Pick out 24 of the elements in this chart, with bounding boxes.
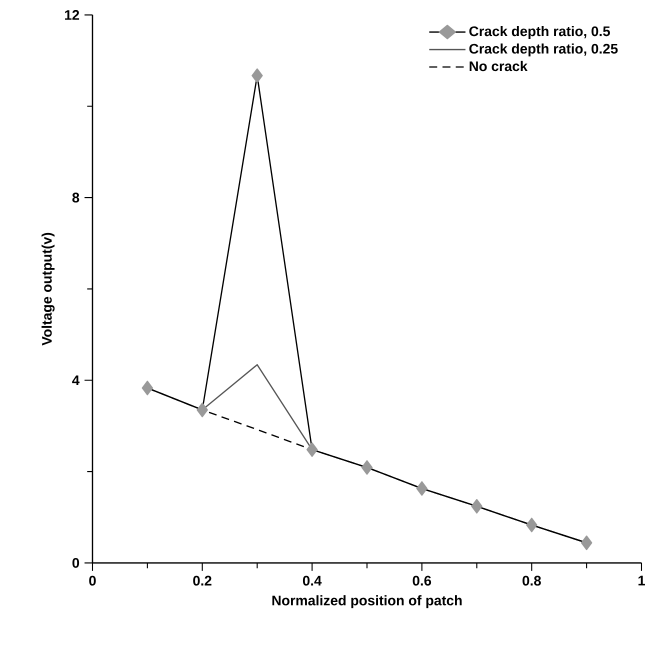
- y-tick-label: 12: [65, 10, 80, 20]
- x-tick-label: 1: [638, 576, 645, 586]
- point: [471, 498, 482, 514]
- y-axis-title: Voltage output(v): [42, 232, 55, 346]
- x-tick-label: 0.4: [302, 576, 322, 586]
- point: [361, 460, 373, 475]
- point: [580, 535, 592, 550]
- y-tick-label: 4: [72, 375, 80, 385]
- x-tick-label: 0.8: [522, 576, 541, 586]
- legend-label: Crack depth ratio, 0.5: [469, 26, 610, 39]
- point: [306, 442, 318, 457]
- x-axis-title: Normalized position of patch: [272, 594, 462, 608]
- point: [142, 380, 154, 396]
- point: [196, 402, 208, 418]
- point: [526, 517, 538, 532]
- point: [252, 68, 263, 83]
- point: [416, 480, 428, 496]
- legend-label: Crack depth ratio, 0.25: [469, 43, 618, 56]
- x-tick-label: 0: [89, 576, 96, 586]
- legend-label: No crack: [470, 60, 528, 71]
- x-tick-label: 0.6: [412, 576, 432, 586]
- x-tick-label: 0.2: [193, 576, 212, 586]
- y-tick-label: 8: [72, 192, 80, 202]
- y-tick-label: 0: [72, 558, 80, 568]
